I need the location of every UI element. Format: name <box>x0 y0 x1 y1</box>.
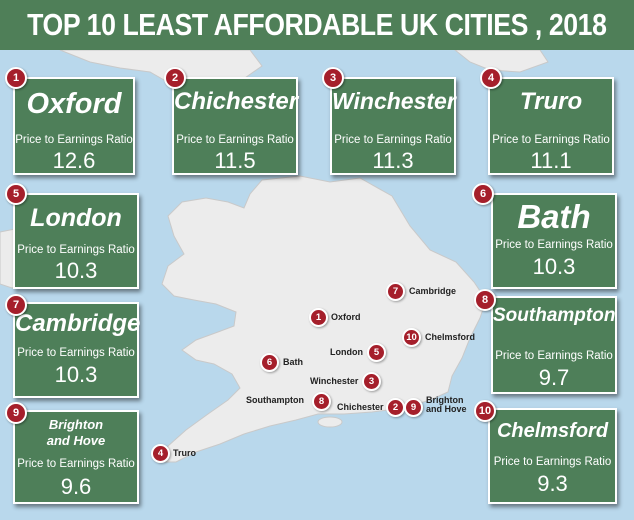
map-marker-oxford[interactable]: 1 <box>309 308 328 327</box>
card-ratio-value: 11.5 <box>214 148 256 173</box>
map-label-chichester: Chichester <box>337 402 384 412</box>
card-chichester: Chichester Price to Earnings Ratio 11.5 <box>172 77 298 175</box>
card-city-name: Southampton <box>493 305 616 326</box>
rank-badge: 6 <box>472 183 494 205</box>
card-ratio-value: 12.6 <box>52 148 96 173</box>
rank-badge: 2 <box>164 67 186 89</box>
card-ratio-label: Price to Earnings Ratio <box>176 134 294 146</box>
rank-badge: 10 <box>474 400 496 422</box>
card-winchester: Winchester Price to Earnings Ratio 11.3 <box>330 77 456 175</box>
map-marker-truro[interactable]: 4 <box>151 444 170 463</box>
card-brighton-and-hove: Brighton and Hove Price to Earnings Rati… <box>13 410 139 504</box>
map-marker-cambridge[interactable]: 7 <box>386 282 405 301</box>
map-marker-southampton[interactable]: 8 <box>312 392 331 411</box>
map-marker-winchester[interactable]: 3 <box>362 372 381 391</box>
map-marker-london[interactable]: 5 <box>367 343 386 362</box>
card-truro: Truro Price to Earnings Ratio 11.1 <box>488 77 614 175</box>
card-city-name: Bath <box>517 198 591 235</box>
card-city-name: London <box>30 204 122 232</box>
card-oxford: Oxford Price to Earnings Ratio 12.6 <box>13 77 135 175</box>
card-cambridge: Cambridge Price to Earnings Ratio 10.3 <box>13 302 141 398</box>
card-ratio-value: 10.3 <box>54 258 98 283</box>
rank-badge: 9 <box>5 402 27 424</box>
card-ratio-label: Price to Earnings Ratio <box>15 134 133 146</box>
map-label-southampton: Southampton <box>246 395 304 405</box>
card-ratio-label: Price to Earnings Ratio <box>334 134 452 146</box>
card-city-name: Truro <box>519 88 583 115</box>
card-ratio-label: Price to Earnings Ratio <box>17 244 135 256</box>
map-label-cambridge: Cambridge <box>409 286 457 296</box>
map-label-bath: Bath <box>283 357 303 367</box>
northern-land-east <box>454 50 549 73</box>
map-marker-chichester[interactable]: 2 <box>386 398 405 417</box>
card-city-name: Chelmsford <box>496 420 609 442</box>
rank-badge: 3 <box>322 67 344 89</box>
card-ratio-value: 10.3 <box>532 254 576 279</box>
card-ratio-label: Price to Earnings Ratio <box>17 458 135 470</box>
map-label-chelmsford: Chelmsford <box>425 332 476 342</box>
card-chelmsford: Chelmsford Price to Earnings Ratio 9.3 <box>488 408 617 504</box>
card-ratio-value: 9.6 <box>60 474 92 499</box>
card-ratio-label: Price to Earnings Ratio <box>17 347 135 359</box>
title-bar: TOP 10 LEAST AFFORDABLE UK CITIES , 2018 <box>0 0 634 50</box>
isle-of-wight <box>317 416 343 428</box>
card-city-name: Oxford <box>26 88 122 120</box>
card-ratio-label: Price to Earnings Ratio <box>492 134 610 146</box>
card-london: London Price to Earnings Ratio 10.3 <box>13 193 139 289</box>
map-label-winchester: Winchester <box>310 376 359 386</box>
card-city-name: Chichester <box>174 88 299 115</box>
map-label-london: London <box>330 347 363 357</box>
rank-badge: 4 <box>480 67 502 89</box>
rank-badge: 8 <box>474 289 496 311</box>
card-city-name: Brighton and Hove <box>46 417 106 449</box>
card-ratio-value: 11.1 <box>530 148 572 173</box>
rank-badge: 7 <box>5 294 27 316</box>
card-city-name: Winchester <box>332 88 456 114</box>
card-ratio-value: 11.3 <box>372 148 414 173</box>
rank-badge: 1 <box>5 67 27 89</box>
map-marker-bath[interactable]: 6 <box>260 353 279 372</box>
map-label-truro: Truro <box>173 448 197 458</box>
card-ratio-value: 9.3 <box>537 471 568 496</box>
page-title: TOP 10 LEAST AFFORDABLE UK CITIES , 2018 <box>27 7 607 42</box>
map-label-oxford: Oxford <box>331 312 361 322</box>
card-ratio-value: 9.7 <box>538 365 570 390</box>
map-marker-chelmsford[interactable]: 10 <box>402 328 421 347</box>
card-bath: Bath Price to Earnings Ratio 10.3 <box>491 193 617 289</box>
rank-badge: 5 <box>5 183 27 205</box>
card-ratio-label: Price to Earnings Ratio <box>495 350 613 362</box>
card-ratio-label: Price to Earnings Ratio <box>493 456 612 468</box>
map-label-brighton-and-hove: Brighton and Hove <box>426 395 467 415</box>
card-southampton: Southampton Price to Earnings Ratio 9.7 <box>491 296 617 394</box>
card-ratio-label: Price to Earnings Ratio <box>495 239 613 251</box>
card-city-name: Cambridge <box>15 310 141 337</box>
map-marker-brighton-and-hove[interactable]: 9 <box>404 398 423 417</box>
card-ratio-value: 10.3 <box>54 362 98 387</box>
